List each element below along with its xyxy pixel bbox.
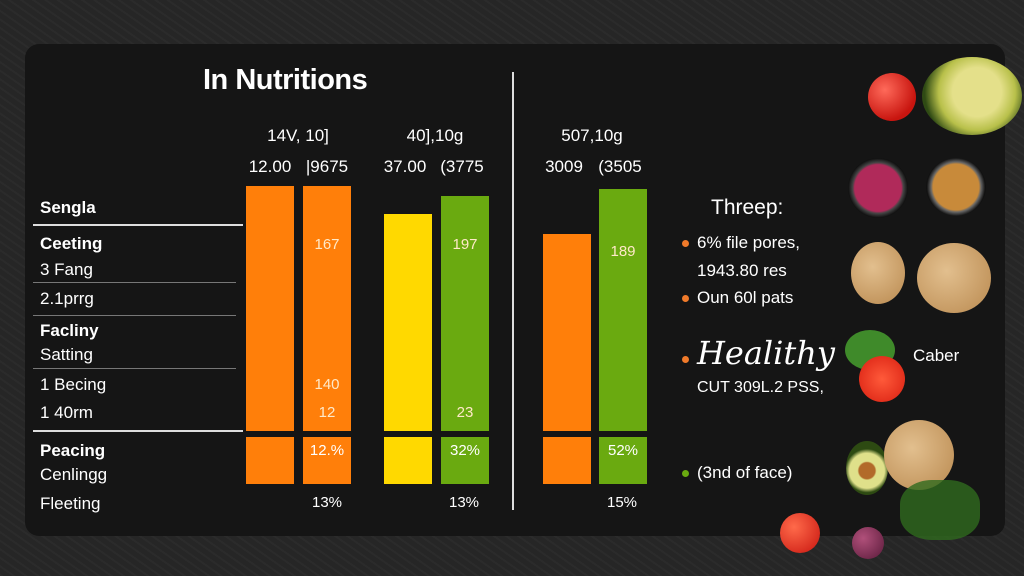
bread-image (917, 243, 991, 313)
caber-label: Caber (913, 346, 960, 365)
tomato-slice-image (859, 356, 905, 402)
footer-label: 13% (311, 494, 343, 511)
side-item: Oun 60l pats (682, 288, 793, 308)
bowl-image (926, 158, 986, 216)
row-label: 2.1prrg (40, 289, 94, 308)
side-item: 1943.80 res (697, 261, 787, 280)
side-item: 6% file pores, (682, 233, 800, 253)
bullet-icon (682, 295, 689, 303)
divider (33, 368, 236, 369)
bar (543, 233, 591, 431)
bullet-icon (682, 356, 689, 364)
row-label: Cenlingg (40, 465, 108, 484)
side-item: (3nd of face) (682, 463, 792, 483)
bar-lower-block (303, 437, 351, 484)
row-label: Ceeting (40, 234, 103, 253)
group-sub-a: 3009 (545, 157, 583, 176)
bar-value-label: 167 (314, 236, 340, 253)
row-label: 1 Becing (40, 375, 107, 394)
footer-label: 15% (606, 494, 638, 511)
bar-value-label: 189 (610, 243, 636, 260)
divider (33, 430, 243, 432)
row-label: Fleeting (40, 494, 101, 513)
bread-image (884, 420, 954, 490)
bar-percent-label: 12.% (309, 442, 345, 459)
bar (303, 186, 351, 431)
row-label: 3 Fang (40, 260, 93, 279)
row-label: Facliny (40, 321, 99, 340)
divider (33, 315, 236, 316)
divider (33, 224, 243, 226)
group-sub-b: (3775 (440, 157, 484, 176)
bar (384, 213, 432, 431)
bar (246, 186, 294, 431)
group-header: 40],10g (406, 126, 464, 145)
row-label: Peacing (40, 441, 106, 460)
bar-value-label: 23 (456, 404, 474, 421)
footer-label: 13% (448, 494, 480, 511)
bar-value-label: 140 (314, 376, 340, 393)
bar-lower-block (384, 437, 432, 484)
bar-percent-label: 52% (607, 442, 639, 459)
bar (441, 196, 489, 431)
tomato-image (780, 513, 820, 553)
healthy-sub: CUT 309L.2 PSS, (697, 379, 824, 396)
row-label: Satting (40, 345, 93, 364)
bar-value-label: 197 (452, 236, 478, 253)
avocado-image (846, 441, 888, 495)
bar (599, 188, 647, 431)
row-label: 1 40rm (40, 403, 93, 422)
row-label: Sengla (40, 198, 96, 217)
bar-lower-block (441, 437, 489, 484)
group-header: 14V, 10] (267, 126, 329, 145)
bar-lower-block (599, 437, 647, 484)
group-divider (512, 72, 514, 510)
group-sub-a: 37.00 (383, 157, 427, 176)
page-title: In Nutritions (203, 64, 368, 96)
bar-lower-block (543, 437, 591, 484)
bullet-icon (682, 470, 689, 478)
bowl-image (848, 158, 908, 218)
divider (33, 282, 236, 283)
group-sub-a: 12.00 (248, 157, 292, 176)
side-heading: Threep: (711, 196, 784, 219)
bullet-icon (682, 240, 689, 248)
bar-value-label: 12 (318, 404, 336, 421)
herb-image (900, 480, 980, 540)
group-sub-b: (3505 (598, 157, 642, 176)
group-header: 507,10g (561, 126, 623, 145)
group-sub-b: |9675 (305, 157, 349, 176)
infographic-panel (25, 44, 1005, 536)
tomato-image (868, 73, 916, 121)
bar-percent-label: 32% (449, 442, 481, 459)
radish-image (852, 527, 884, 559)
avocado-image (922, 57, 1022, 135)
bar-lower-block (246, 437, 294, 484)
bread-image (851, 242, 905, 304)
healthy-heading: Healithy (682, 334, 835, 372)
